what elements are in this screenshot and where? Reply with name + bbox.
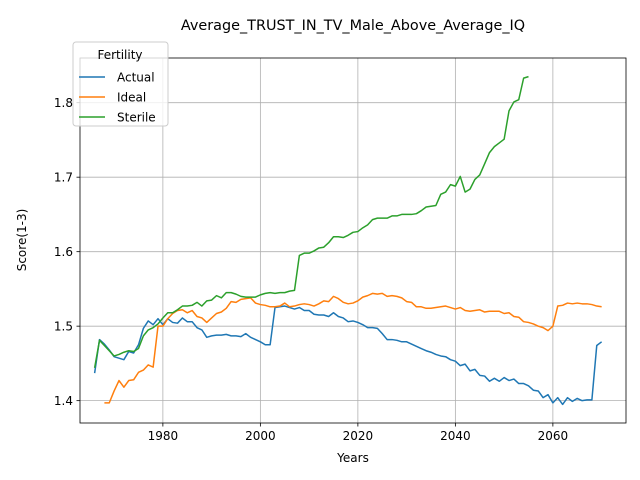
plot-frame <box>79 57 627 424</box>
x-tick-label: 2020 <box>343 429 374 443</box>
legend-box <box>72 41 169 127</box>
y-tick-label: 1.7 <box>54 171 73 185</box>
legend-label-actual: Actual <box>117 71 155 85</box>
legend-title: Fertility <box>97 48 142 62</box>
legend-label-sterile: Sterile <box>117 111 156 125</box>
legend-label-ideal: Ideal <box>117 91 146 105</box>
x-tick-label: 2000 <box>245 429 276 443</box>
y-tick-label: 1.4 <box>54 394 73 408</box>
x-tick-label: 2040 <box>440 429 471 443</box>
legend: Fertility Actual Ideal Sterile <box>72 41 169 127</box>
y-axis-ticks: 1.4 1.5 1.6 1.7 1.8 <box>54 96 80 408</box>
series-line-actual <box>93 305 603 406</box>
y-tick-label: 1.5 <box>54 320 73 334</box>
series-line-sterile <box>93 75 529 369</box>
x-tick-label: 1980 <box>148 429 179 443</box>
y-tick-label: 1.8 <box>54 96 73 110</box>
x-axis-ticks: 1980 2000 2020 2040 2060 <box>148 423 569 443</box>
y-tick-label: 1.6 <box>54 245 73 259</box>
series-lines <box>93 75 603 406</box>
x-tick-label: 2060 <box>538 429 569 443</box>
y-axis-label: Score(1-3) <box>15 209 29 272</box>
grid <box>80 58 626 423</box>
x-axis-label: Years <box>336 451 369 465</box>
series-line-ideal <box>104 292 602 404</box>
chart-title: Average_TRUST_IN_TV_Male_Above_Average_I… <box>181 18 525 34</box>
